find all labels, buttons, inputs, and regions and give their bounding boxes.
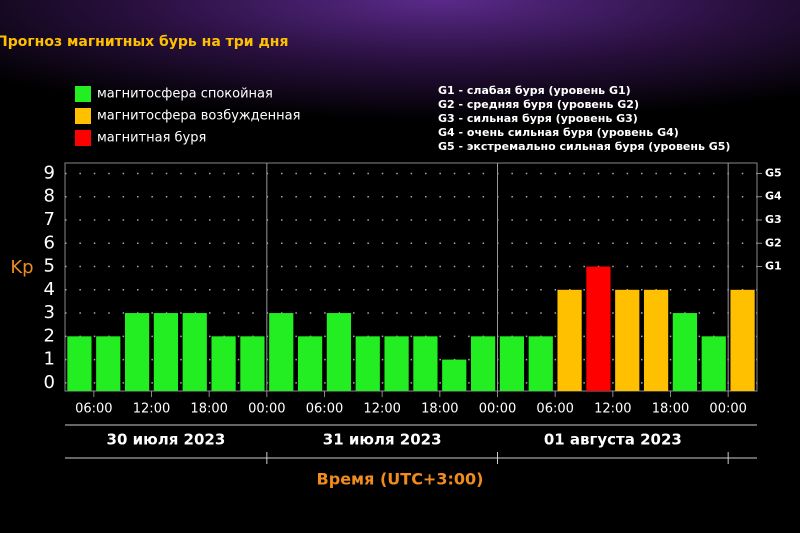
plot-frame <box>64 162 758 392</box>
bar <box>413 336 438 391</box>
bar <box>326 313 352 391</box>
x-tick-label: 00:00 <box>709 402 746 417</box>
y-tick-label: 6 <box>44 232 55 253</box>
x-tick-label: 06:00 <box>536 402 573 417</box>
bar <box>557 289 582 391</box>
x-tick-label: 00:00 <box>248 402 285 417</box>
bar <box>240 336 265 391</box>
chart-title: Прогноз магнитных бурь на три дня <box>0 34 288 50</box>
y-axis-label: Kp <box>10 257 33 278</box>
day-label: 01 августа 2023 <box>544 431 682 449</box>
x-tick-label: 12:00 <box>133 402 170 417</box>
storm-level-label: G4 - очень сильная буря (уровень G4) <box>438 126 679 139</box>
bar <box>730 289 755 391</box>
nebula <box>0 0 800 160</box>
y-tick-label: 0 <box>44 372 55 393</box>
y-tick-label: 2 <box>44 325 55 346</box>
x-tick-label: 06:00 <box>75 402 112 417</box>
legend-label: магнитосфера спокойная <box>97 87 273 102</box>
storm-level-label: G3 - сильная буря (уровень G3) <box>438 112 638 125</box>
x-tick-label: 12:00 <box>594 402 631 417</box>
bar <box>643 289 669 391</box>
storm-level-label: G2 - средняя буря (уровень G2) <box>438 98 639 111</box>
y-tick-label: 1 <box>44 349 55 370</box>
day-label: 30 июля 2023 <box>107 431 226 449</box>
bar <box>442 359 467 391</box>
bar <box>528 336 553 391</box>
y-tick-label: 7 <box>44 209 55 230</box>
legend-swatch <box>75 130 91 146</box>
bar <box>67 336 92 391</box>
bar <box>470 336 496 391</box>
legend-label: магнитная буря <box>97 131 206 146</box>
x-tick-label: 18:00 <box>190 402 227 417</box>
bar <box>499 336 525 391</box>
y2-tick-label: G5 <box>765 166 782 179</box>
y-tick-label: 8 <box>44 186 55 207</box>
x-tick-label: 06:00 <box>306 402 343 417</box>
storm-level-label: G5 - экстремально сильная буря (уровень … <box>438 140 730 153</box>
bar <box>211 336 236 391</box>
x-tick-label: 18:00 <box>652 402 689 417</box>
day-label: 31 июля 2023 <box>323 431 442 449</box>
bar <box>384 336 409 391</box>
x-axis-label: Время (UTC+3:00) <box>317 470 484 489</box>
x-tick-label: 00:00 <box>479 402 516 417</box>
y-tick-label: 5 <box>44 256 55 277</box>
x-tick-label: 12:00 <box>363 402 400 417</box>
bar <box>672 313 698 391</box>
storm-level-label: G1 - слабая буря (уровень G1) <box>438 84 631 97</box>
bar <box>586 266 611 391</box>
y-tick-label: 3 <box>44 302 55 323</box>
bar <box>182 313 207 391</box>
bar <box>297 336 323 391</box>
y-tick-label: 9 <box>44 162 55 183</box>
bar <box>701 336 726 391</box>
legend-swatch <box>75 108 91 124</box>
y2-tick-label: G1 <box>765 260 782 273</box>
bar <box>615 289 640 391</box>
bar <box>269 313 294 391</box>
y2-tick-label: G2 <box>765 236 782 249</box>
x-tick-label: 18:00 <box>421 402 458 417</box>
y2-tick-label: G3 <box>765 213 782 226</box>
legend-label: магнитосфера возбужденная <box>97 109 300 124</box>
bar <box>96 336 121 391</box>
bar <box>355 336 380 391</box>
bar <box>153 313 179 391</box>
legend-swatch <box>75 86 91 102</box>
bar <box>124 313 150 391</box>
y2-tick-label: G4 <box>765 190 782 203</box>
y-tick-label: 4 <box>44 279 55 300</box>
